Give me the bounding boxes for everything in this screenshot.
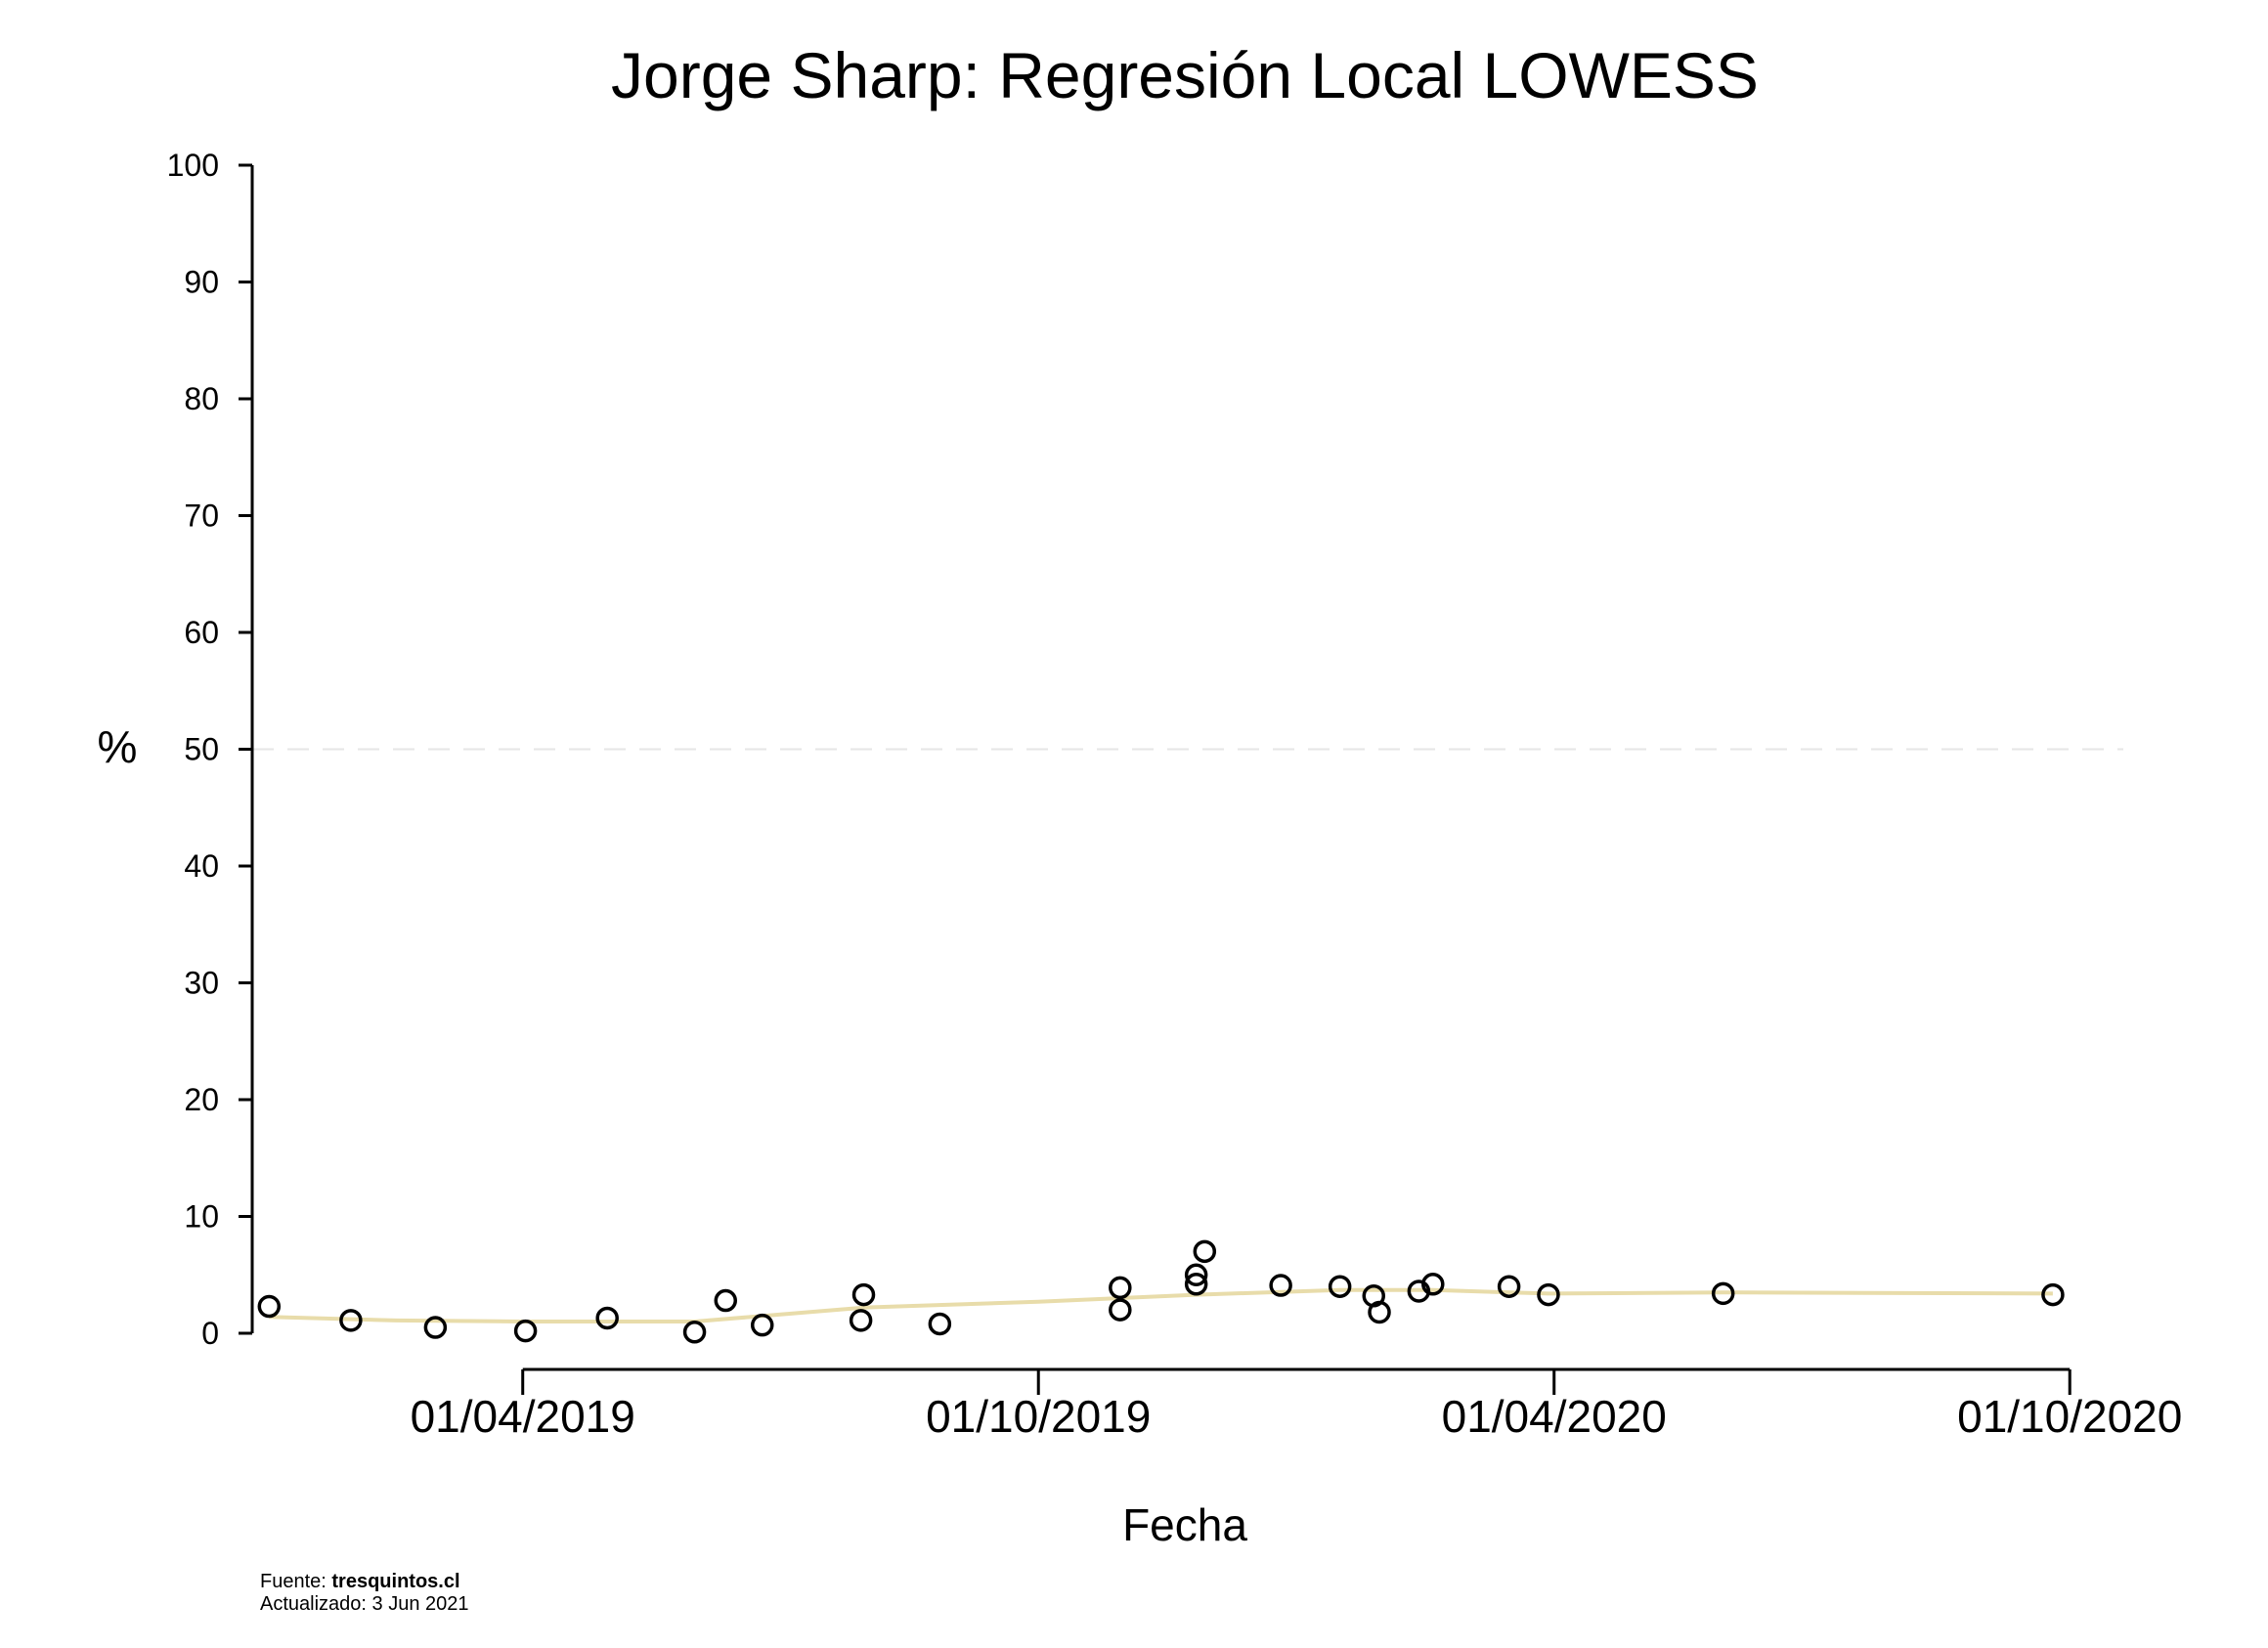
data-point [339,1309,363,1332]
data-point [1269,1274,1292,1297]
data-point [714,1288,738,1313]
data-point [851,1282,876,1307]
data-point [1109,1276,1132,1300]
y-axis-label: % [98,721,138,772]
y-tick-label: 80 [184,381,219,416]
data-point [1421,1273,1445,1296]
chart-title: Jorge Sharp: Regresión Local LOWESS [611,39,1759,111]
y-tick-label: 30 [184,966,219,1001]
updated-line: Actualizado: 3 Jun 2021 [260,1593,469,1615]
data-point [1537,1282,1560,1307]
source-prefix: Fuente: [260,1571,332,1592]
data-point [513,1319,538,1343]
data-points [257,1239,2065,1344]
y-tick-label: 10 [184,1199,219,1235]
data-point [1368,1300,1391,1324]
data-point [423,1316,448,1339]
data-point [2041,1282,2065,1307]
data-point [1328,1275,1352,1298]
data-point [1497,1275,1521,1298]
data-point [1109,1298,1132,1322]
data-point [595,1306,619,1330]
x-axis-label: Fecha [1122,1499,1247,1550]
y-tick-label: 0 [201,1316,219,1351]
y-tick-label: 20 [184,1082,219,1117]
y-tick-label: 50 [184,732,219,767]
y-tick-label: 90 [184,265,219,300]
y-axis: 0 10 20 30 40 50 60 70 80 90 100 [167,148,254,1351]
data-point [1711,1281,1735,1306]
x-tick-label: 01/10/2020 [1957,1391,2182,1442]
x-tick-label: 01/10/2019 [926,1391,1151,1442]
y-tick-label: 100 [167,148,219,183]
source-name: tresquintos.cl [331,1571,460,1592]
y-tick-label: 70 [184,499,219,534]
data-point [682,1321,707,1344]
source-line: Fuente: tresquintos.cl [260,1571,469,1593]
data-point [257,1294,282,1319]
y-tick-label: 60 [184,615,219,650]
data-point [928,1312,952,1336]
chart-footer: Fuente: tresquintos.cl Actualizado: 3 Ju… [260,1571,469,1616]
data-point [1184,1273,1208,1296]
lowess-smooth-line [269,1287,2053,1323]
data-point [849,1309,873,1332]
x-tick-label: 01/04/2020 [1442,1391,1667,1442]
data-point [750,1313,774,1337]
data-point [1184,1263,1208,1286]
x-axis: 01/04/2019 01/10/2019 01/04/2020 01/10/2020 [411,1367,2182,1442]
x-tick-label: 01/04/2019 [411,1391,635,1442]
data-point [1193,1239,1217,1264]
y-tick-label: 40 [184,848,219,884]
